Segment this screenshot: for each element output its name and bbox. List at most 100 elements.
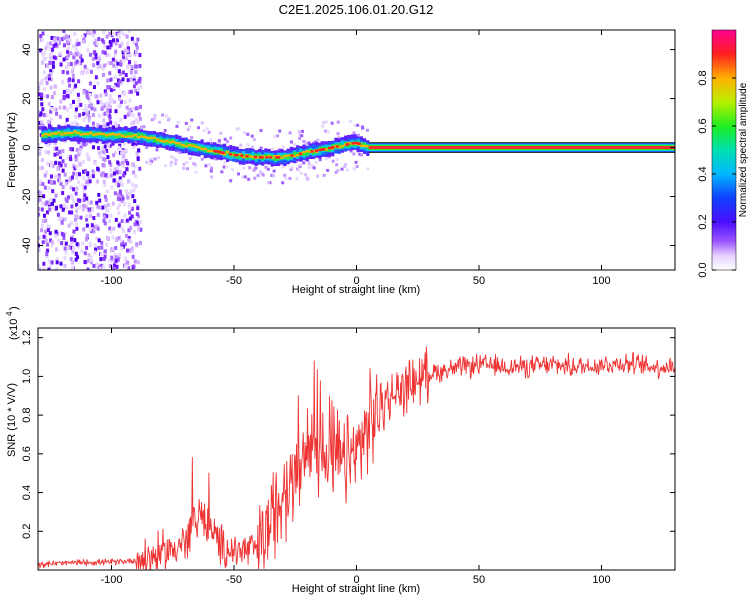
noise-speck xyxy=(190,136,194,140)
spectrogram-plot xyxy=(38,30,675,270)
noise-speck xyxy=(45,254,49,259)
noise-speck xyxy=(58,154,62,159)
noise-speck xyxy=(40,120,44,125)
noise-speck xyxy=(62,36,66,41)
noise-speck xyxy=(120,41,124,46)
spectrogram-panel: -100 -50 0 50 100 40 20 0 -20 -40 Height of stra… xyxy=(6,29,676,296)
noise-speck xyxy=(121,70,125,75)
noise-speck xyxy=(74,114,78,119)
ridge-cell xyxy=(302,150,306,154)
noise-speck xyxy=(44,229,48,234)
noise-speck xyxy=(237,127,241,131)
noise-speck xyxy=(105,148,109,153)
noise-speck xyxy=(79,71,83,76)
noise-speck xyxy=(38,92,41,97)
noise-speck xyxy=(59,204,63,209)
noise-speck xyxy=(102,118,106,123)
noise-speck xyxy=(355,165,359,169)
noise-speck xyxy=(79,102,83,107)
noise-speck xyxy=(54,193,58,198)
noise-speck xyxy=(110,258,114,263)
noise-speck xyxy=(117,69,121,74)
noise-speck xyxy=(118,94,122,99)
noise-speck xyxy=(128,192,132,197)
noise-speck xyxy=(277,148,281,152)
noise-speck xyxy=(82,118,86,123)
noise-speck xyxy=(91,207,95,212)
noise-speck xyxy=(111,57,115,62)
noise-speck xyxy=(106,122,110,127)
noise-speck xyxy=(124,72,128,77)
noise-speck xyxy=(132,40,136,45)
noise-speck xyxy=(97,238,101,243)
noise-speck xyxy=(74,257,78,262)
noise-speck xyxy=(111,201,115,206)
noise-speck xyxy=(72,171,76,176)
noise-speck xyxy=(85,217,89,222)
noise-speck xyxy=(69,51,73,56)
noise-speck xyxy=(103,215,107,220)
noise-speck xyxy=(49,197,53,202)
noise-speck xyxy=(302,139,306,143)
snr-series-line xyxy=(38,346,675,570)
noise-speck xyxy=(62,43,66,48)
noise-speck xyxy=(112,226,116,231)
noise-speck xyxy=(127,238,131,243)
noise-speck xyxy=(111,125,115,130)
noise-speck xyxy=(157,155,161,159)
noise-speck xyxy=(299,163,303,167)
noise-speck xyxy=(91,113,95,118)
x-tick-label: -100 xyxy=(100,574,122,586)
noise-speck xyxy=(119,103,123,108)
noise-speck xyxy=(59,152,63,157)
noise-speck xyxy=(302,161,306,165)
noise-speck xyxy=(100,240,104,245)
noise-speck xyxy=(54,56,58,61)
noise-speck xyxy=(71,78,75,83)
noise-speck xyxy=(271,147,275,151)
ridge-cell xyxy=(280,156,284,159)
noise-speck xyxy=(104,92,108,97)
noise-speck xyxy=(49,174,53,179)
noise-speck xyxy=(103,44,107,49)
noise-speck xyxy=(53,140,57,145)
noise-speck xyxy=(89,214,93,219)
noise-speck xyxy=(49,125,53,130)
noise-speck xyxy=(117,236,121,241)
noise-speck xyxy=(53,84,57,89)
noise-speck xyxy=(123,242,127,247)
noise-speck xyxy=(78,147,82,152)
noise-speck xyxy=(96,204,100,209)
noise-speck xyxy=(103,157,107,162)
noise-speck xyxy=(109,213,113,218)
noise-speck xyxy=(121,160,125,165)
noise-speck xyxy=(69,105,73,110)
noise-speck xyxy=(137,214,141,219)
noise-speck xyxy=(135,45,139,50)
noise-speck xyxy=(132,120,136,125)
noise-speck xyxy=(110,255,114,260)
noise-speck xyxy=(96,146,100,151)
noise-speck xyxy=(108,226,112,231)
noise-speck xyxy=(136,260,140,265)
noise-speck xyxy=(118,30,122,34)
noise-speck xyxy=(74,222,78,227)
noise-speck xyxy=(52,180,56,185)
noise-speck xyxy=(63,246,67,251)
noise-speck xyxy=(324,120,328,124)
ridge-cell xyxy=(89,131,93,134)
noise-speck xyxy=(137,112,141,117)
noise-speck xyxy=(186,128,190,132)
snr-scale-base: (x10 xyxy=(8,319,20,340)
noise-speck xyxy=(38,166,42,171)
ridge-cell xyxy=(184,145,188,148)
ridge-cell xyxy=(366,144,370,148)
noise-speck xyxy=(59,163,63,168)
noise-speck xyxy=(103,103,107,108)
noise-speck xyxy=(153,114,157,118)
noise-speck xyxy=(74,47,78,52)
noise-speck xyxy=(336,132,340,136)
noise-speck xyxy=(60,220,64,225)
noise-speck xyxy=(83,33,87,38)
noise-speck xyxy=(72,246,76,251)
